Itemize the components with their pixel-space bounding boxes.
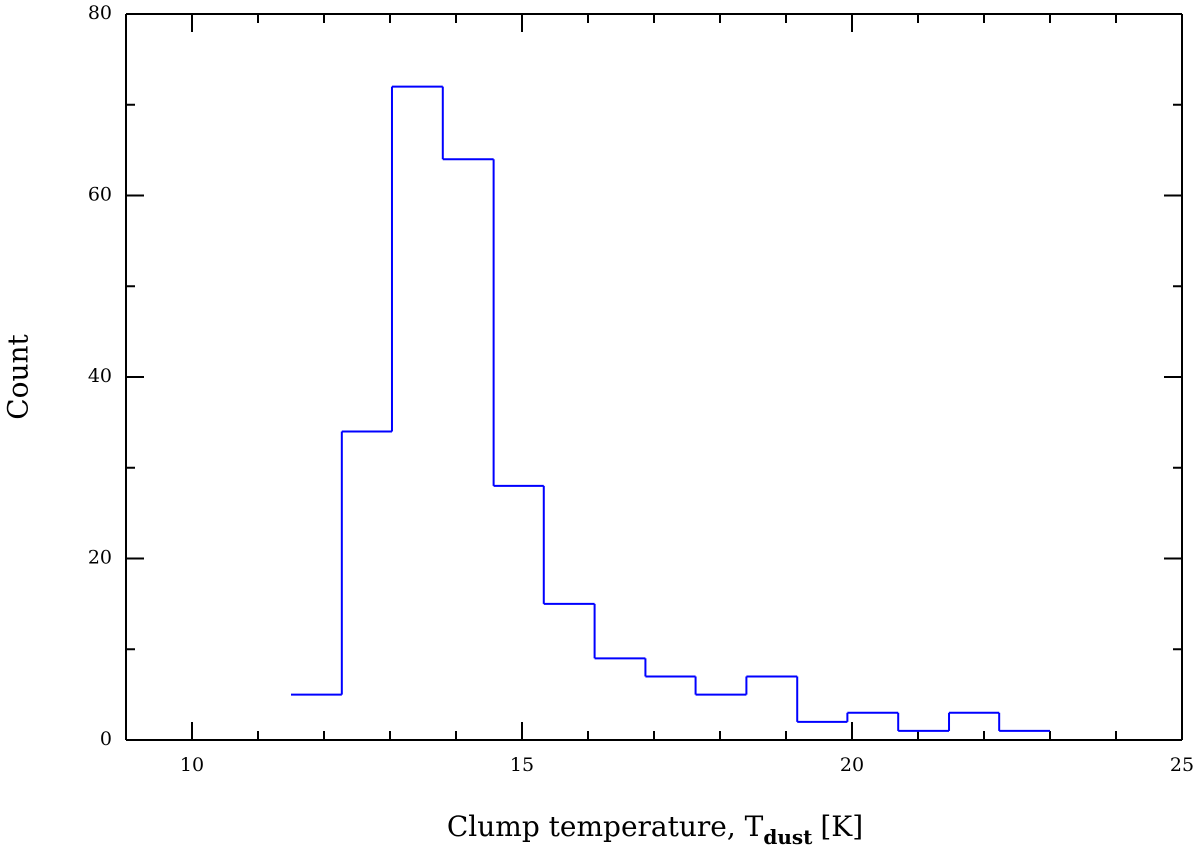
- x-axis-title-unit: [K]: [820, 810, 863, 843]
- x-axis-title-main: Clump temperature, T: [447, 810, 764, 843]
- y-tick-label: 20: [88, 547, 112, 569]
- x-tick-label: 25: [1170, 754, 1194, 776]
- x-tick-label: 15: [510, 754, 534, 776]
- y-tick-label: 0: [100, 728, 112, 750]
- x-tick-label: 10: [180, 754, 204, 776]
- y-tick-label: 60: [88, 184, 112, 206]
- y-tick-label: 40: [88, 365, 112, 387]
- x-axis-title: Clump temperature, Tdust [K]: [447, 810, 863, 849]
- x-axis-title-subscript: dust: [763, 825, 813, 849]
- y-axis-title: Count: [2, 333, 35, 419]
- x-tick-label: 20: [840, 754, 864, 776]
- y-tick-label: 80: [88, 2, 112, 24]
